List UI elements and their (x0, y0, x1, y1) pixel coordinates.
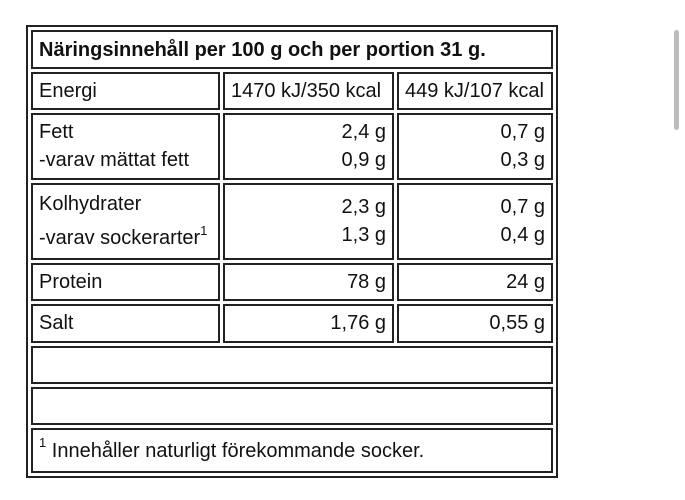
salt-portion: 0,55 g (397, 304, 554, 343)
row-protein: Protein 78 g 24 g (31, 262, 554, 302)
fat-sub-portion: 0,3 g (500, 149, 546, 172)
scrollbar[interactable] (674, 30, 679, 130)
energy-portion: 449 kJ/107 kcal (397, 72, 554, 110)
fat-per100-cell: 2,4 g 0,9 g (223, 112, 394, 180)
fat-sub-per100: 0,9 g (341, 149, 386, 172)
table-header-row: Näringsinnehåll per 100 g och per portio… (31, 30, 554, 70)
carbs-sub-per100: 1,3 g (341, 224, 386, 247)
footnote: 1 Innehåller naturligt förekommande sock… (31, 428, 554, 473)
row-salt: Salt 1,76 g 0,55 g (31, 304, 554, 343)
empty-row-2 (31, 386, 554, 426)
salt-label: Salt (31, 304, 220, 343)
row-fat: Fett -varav mättat fett 2,4 g 0,9 g 0,7 … (31, 112, 554, 180)
fat-portion: 0,7 g (500, 121, 546, 144)
fat-per100: 2,4 g (341, 121, 386, 144)
row-energy: Energi 1470 kJ/350 kcal 449 kJ/107 kcal (31, 72, 554, 110)
carbs-sub-label-wrap: -varav sockerarter1 (39, 224, 212, 252)
empty-row-1 (31, 345, 554, 384)
carbs-portion-cell: 0,7 g 0,4 g (397, 182, 554, 260)
footnote-sup: 1 (39, 435, 47, 451)
energy-label: Energi (31, 72, 220, 110)
footnote-row: 1 Innehåller naturligt förekommande sock… (31, 428, 554, 473)
carbs-per100-cell: 2,3 g 1,3 g (223, 182, 394, 260)
carbs-portion: 0,7 g (500, 196, 546, 219)
fat-labels: Fett -varav mättat fett (31, 112, 220, 180)
footnote-text: Innehåller naturligt förekommande socker… (46, 439, 425, 462)
protein-portion: 24 g (397, 262, 554, 302)
fat-portion-cell: 0,7 g 0,3 g (397, 112, 554, 180)
protein-per100: 78 g (223, 262, 394, 302)
carbs-label: Kolhydrater (39, 193, 142, 216)
carbs-per100: 2,3 g (341, 196, 386, 219)
carbs-labels: Kolhydrater -varav sockerarter1 (31, 182, 220, 260)
protein-label: Protein (31, 262, 220, 302)
fat-sub-label: -varav mättat fett (39, 149, 190, 172)
fat-label: Fett (39, 121, 74, 144)
empty-cell-1 (31, 345, 554, 384)
salt-per100: 1,76 g (223, 304, 394, 343)
nutrition-table: Näringsinnehåll per 100 g och per portio… (26, 25, 559, 478)
table-title: Näringsinnehåll per 100 g och per portio… (31, 30, 554, 70)
empty-cell-2 (31, 386, 554, 426)
carbs-sub-sup: 1 (200, 222, 208, 238)
carbs-sub-label: -varav sockerarter (39, 227, 201, 250)
row-carbs: Kolhydrater -varav sockerarter1 2,3 g 1,… (31, 182, 554, 260)
energy-per100: 1470 kJ/350 kcal (223, 72, 394, 110)
carbs-sub-portion: 0,4 g (500, 224, 546, 247)
